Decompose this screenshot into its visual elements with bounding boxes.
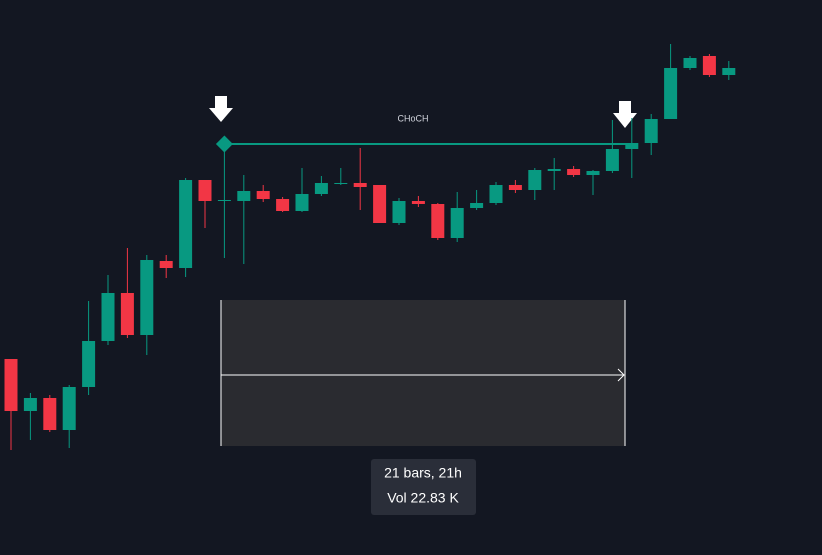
- candle-body: [644, 119, 658, 143]
- candle-body: [43, 398, 57, 430]
- arrow-marker: [209, 96, 233, 122]
- candle-body: [547, 169, 561, 171]
- candle-body: [314, 183, 328, 194]
- choch-diamond: [215, 135, 233, 153]
- measure-box: [221, 300, 625, 446]
- candle-body: [334, 183, 348, 184]
- candle-body: [722, 68, 736, 75]
- candle-body: [664, 68, 678, 119]
- candle-body: [198, 180, 212, 201]
- candle-body: [82, 341, 96, 387]
- tooltip-bars: 21 bars, 21h: [384, 465, 462, 481]
- candle-body: [353, 183, 367, 187]
- candle-body: [159, 261, 173, 268]
- candle-body: [489, 185, 503, 203]
- candle-body: [431, 204, 445, 238]
- candle-body: [140, 260, 154, 335]
- candle-body: [470, 203, 484, 208]
- candle-body: [23, 398, 37, 411]
- candle-body: [508, 185, 522, 190]
- candle-body: [4, 359, 18, 411]
- candle-body: [528, 170, 542, 190]
- candle-body: [237, 191, 251, 201]
- candle-body: [256, 191, 270, 199]
- choch-label: CHoCH: [397, 113, 428, 123]
- candle-body: [120, 293, 134, 335]
- measure-tooltip: [371, 459, 476, 515]
- candle-body: [373, 185, 387, 223]
- candle-body: [605, 149, 619, 171]
- candle-body: [62, 387, 76, 430]
- candle-body: [217, 200, 231, 201]
- candle-body: [179, 180, 193, 268]
- candle-body: [586, 171, 600, 175]
- candle-body: [683, 58, 697, 68]
- candle-body: [625, 143, 639, 149]
- candle-body: [702, 56, 716, 75]
- candle-body: [101, 293, 115, 341]
- candle-body: [392, 201, 406, 223]
- candle-body: [276, 199, 290, 211]
- measure-arrow-head: [617, 368, 625, 382]
- candle-body: [567, 169, 581, 175]
- candle-body: [450, 208, 464, 238]
- tooltip-volume: Vol 22.83 K: [387, 490, 459, 506]
- candle-body: [295, 194, 309, 211]
- arrow-marker: [613, 101, 637, 128]
- candle-body: [411, 201, 425, 204]
